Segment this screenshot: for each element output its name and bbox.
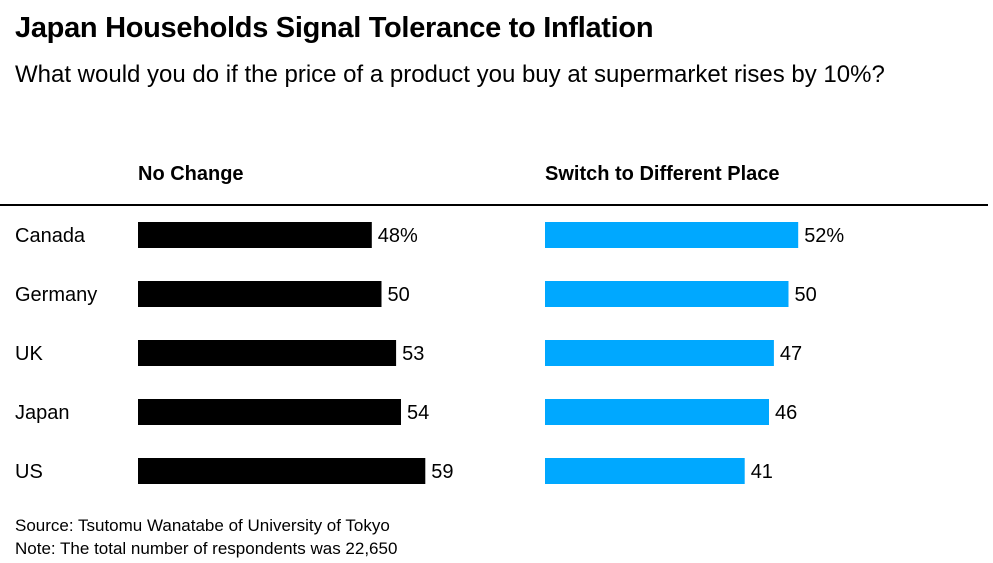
category-label-japan: Japan [15, 402, 70, 424]
bar-no-change-germany [138, 281, 382, 307]
bar-no-change-us [138, 458, 426, 484]
bar-no-change-uk [138, 340, 397, 366]
bar-no-change-canada [138, 222, 372, 248]
value-label-no-change-us: 59 [431, 461, 453, 483]
chart-title: Japan Households Signal Tolerance to Inf… [15, 12, 654, 44]
respondents-note: Note: The total number of respondents wa… [15, 539, 398, 558]
bar-no-change-japan [138, 399, 401, 425]
source-note: Source: Tsutomu Wanatabe of University o… [15, 516, 390, 535]
value-label-switch-us: 41 [751, 461, 773, 483]
value-label-no-change-uk: 53 [402, 343, 424, 365]
value-label-no-change-japan: 54 [407, 402, 429, 424]
value-label-switch-canada: 52% [804, 225, 844, 247]
category-label-uk: UK [15, 343, 43, 365]
bar-switch-uk [545, 340, 774, 366]
value-label-no-change-germany: 50 [388, 284, 410, 306]
chart-subtitle: What would you do if the price of a prod… [15, 61, 885, 88]
category-label-canada: Canada [15, 225, 86, 247]
value-label-switch-uk: 47 [780, 343, 802, 365]
category-label-us: US [15, 461, 43, 483]
bar-switch-us [545, 458, 745, 484]
category-label-germany: Germany [15, 284, 97, 306]
value-label-switch-germany: 50 [795, 284, 817, 306]
panel-header-switch: Switch to Different Place [545, 163, 780, 185]
value-label-switch-japan: 46 [775, 402, 797, 424]
bar-switch-germany [545, 281, 789, 307]
bar-switch-canada [545, 222, 799, 248]
bar-switch-japan [545, 399, 769, 425]
footer: Source: Tsutomu Wanatabe of University o… [15, 514, 397, 560]
panel-header-no-change: No Change [138, 163, 244, 185]
value-label-no-change-canada: 48% [378, 225, 418, 247]
